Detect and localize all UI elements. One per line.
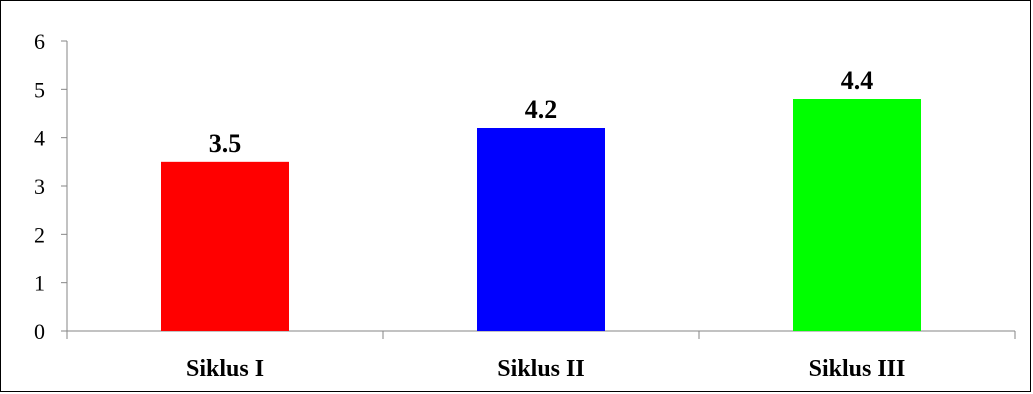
y-tick-label: 6	[34, 29, 45, 54]
y-tick-label: 0	[34, 319, 45, 344]
y-tick-label: 3	[34, 174, 45, 199]
bar-3	[793, 99, 921, 331]
category-label-2: Siklus II	[497, 356, 584, 382]
bar-1	[161, 161, 289, 331]
y-tick-label: 1	[34, 271, 45, 296]
category-label-3: Siklus III	[809, 356, 906, 382]
data-label-3: 4.4	[841, 66, 874, 95]
data-label-2: 4.2	[525, 95, 558, 124]
category-label-1: Siklus I	[186, 356, 264, 382]
bar-2	[477, 128, 605, 331]
data-label-1: 3.5	[209, 129, 242, 158]
y-tick-label: 5	[34, 77, 45, 102]
y-tick-label: 2	[34, 222, 45, 247]
y-tick-label: 4	[34, 126, 45, 151]
